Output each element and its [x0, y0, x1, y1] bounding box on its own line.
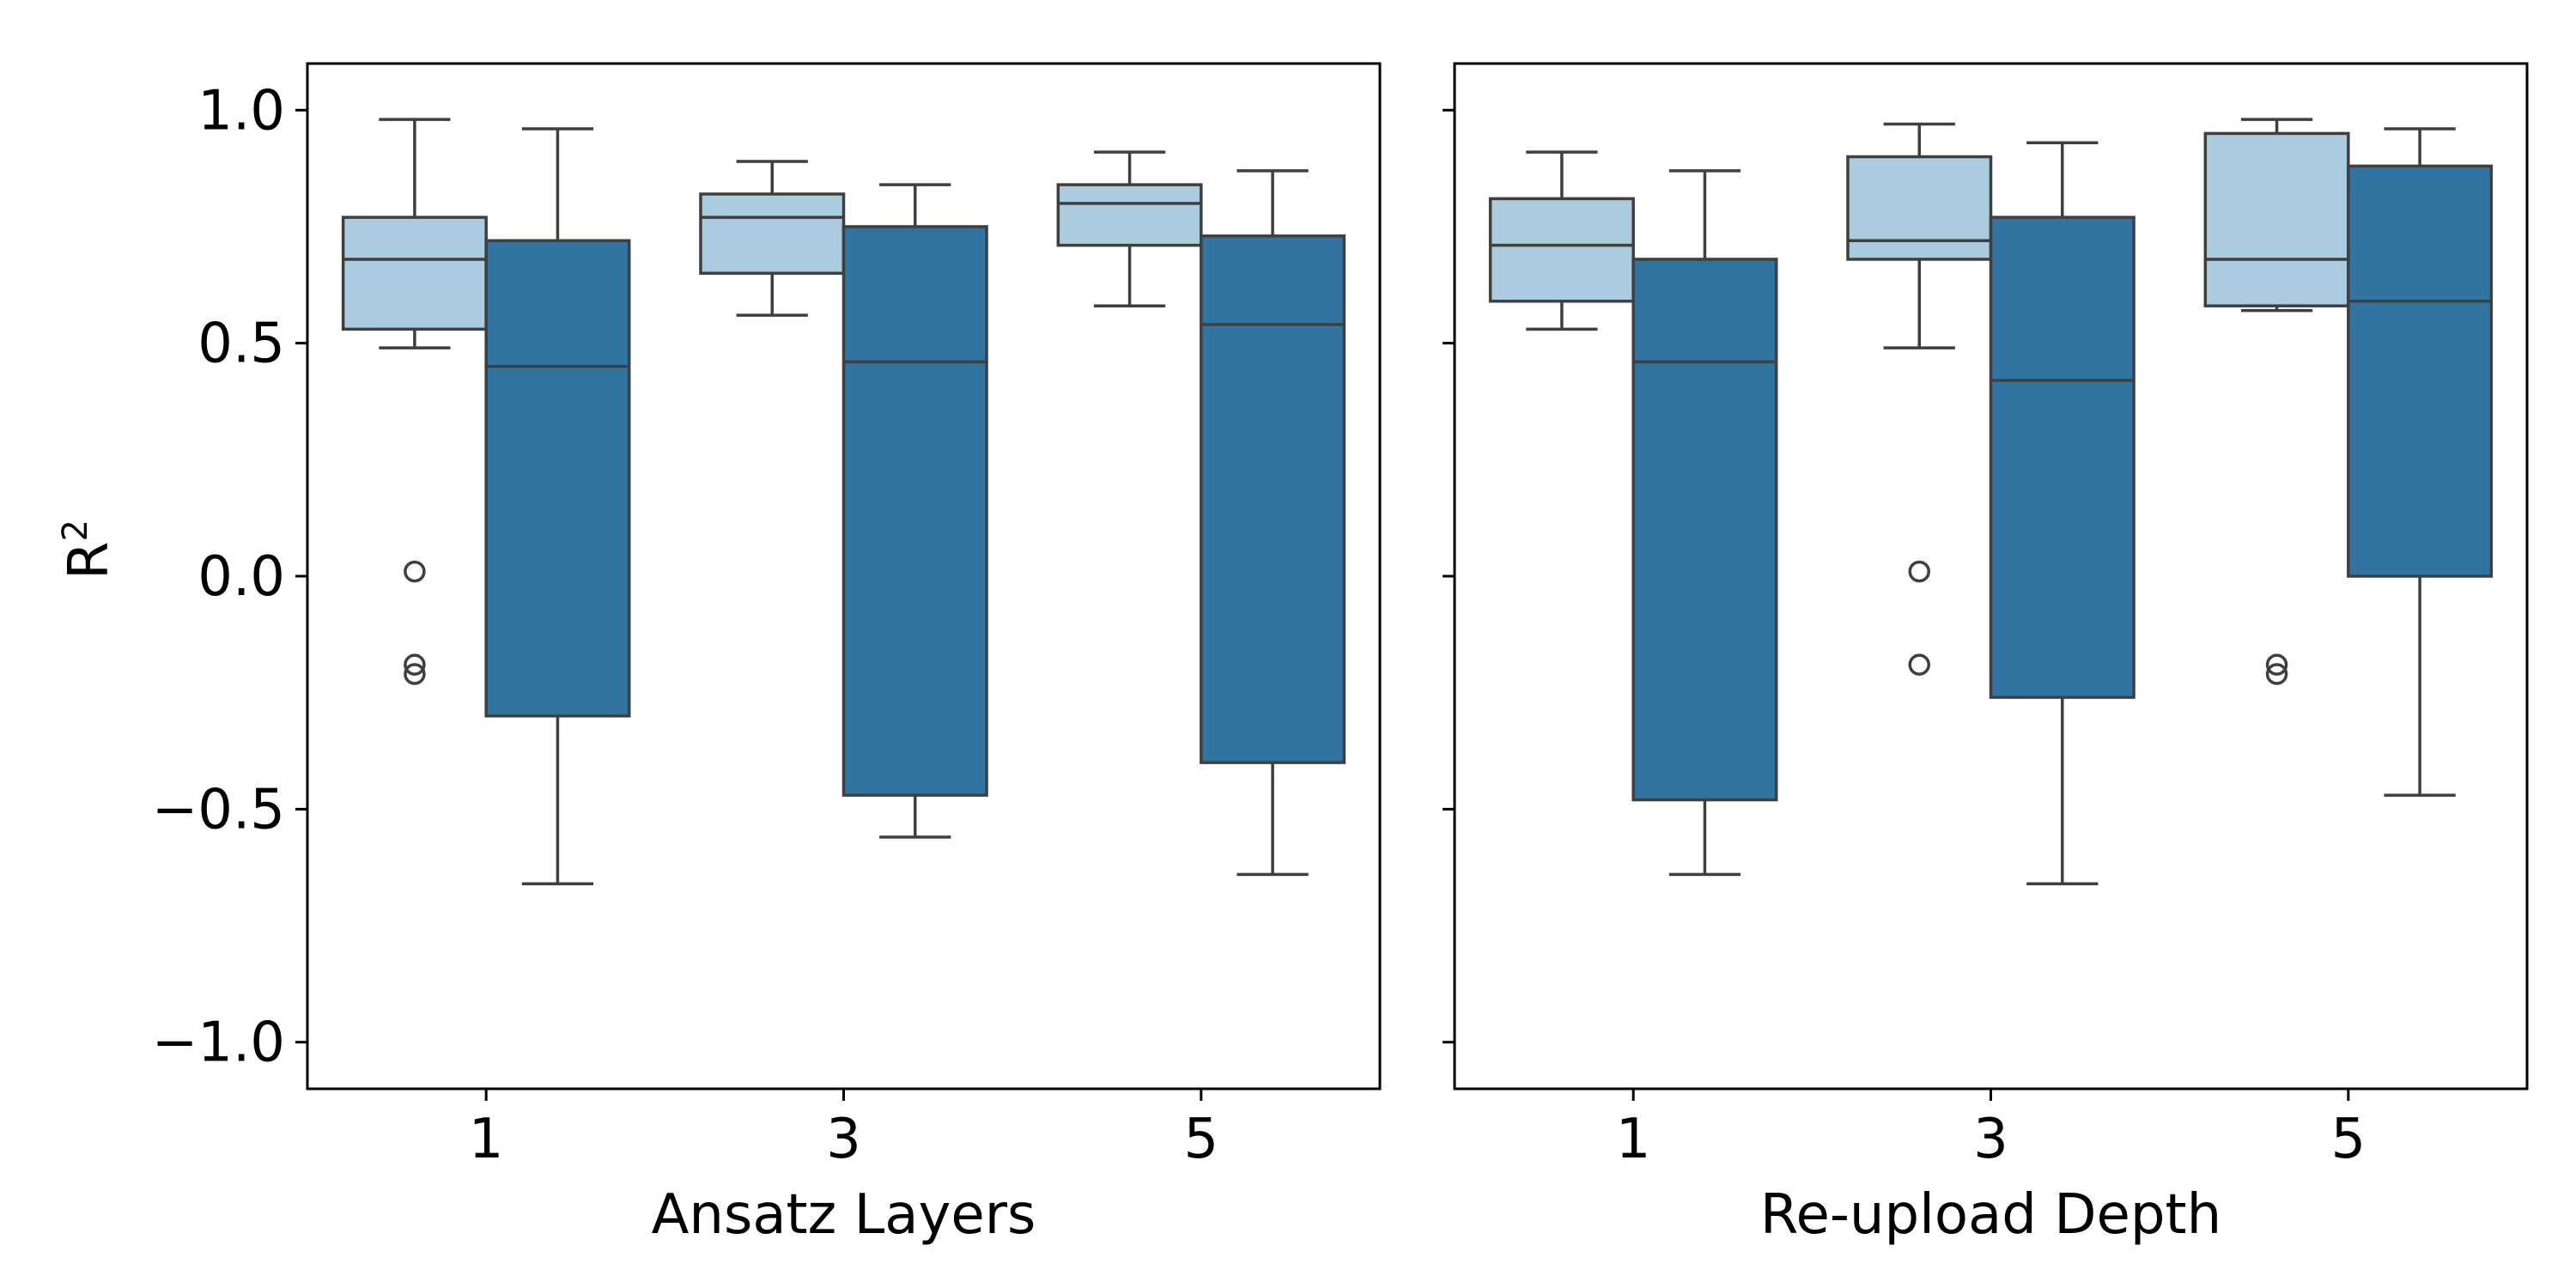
- x-tick-label: 1: [1616, 1108, 1651, 1171]
- box-body: [1200, 234, 1346, 764]
- box-1-series-1: [1488, 150, 1635, 331]
- box-3-series-2: [841, 183, 988, 839]
- box-body: [841, 225, 988, 797]
- outlier-point: [2265, 653, 2288, 676]
- box-body: [699, 192, 846, 275]
- outlier-point: [404, 653, 426, 676]
- box-body: [1631, 258, 1778, 802]
- box-3-series-1: [1846, 122, 1993, 676]
- x-tick-label: 3: [826, 1108, 861, 1171]
- x-axis-label: Re-upload Depth: [1760, 1183, 2221, 1247]
- panel-1: 1.0 0.5 0.0 −0.5 −1.0 1 3 5 Ansatz Layers: [152, 62, 1382, 1247]
- box-5-series-2: [2347, 127, 2494, 797]
- x-tick-label: 1: [469, 1108, 504, 1171]
- box-body: [2203, 131, 2350, 307]
- outlier-point: [1908, 560, 1930, 583]
- box-body: [1989, 216, 2136, 699]
- panel-2: 1 3 5 Re-upload Depth: [1443, 62, 2529, 1247]
- outlier-point: [2265, 663, 2288, 685]
- box-1-series-2: [1631, 169, 1778, 877]
- box-3-series-2: [1989, 141, 2136, 885]
- box-body: [1488, 197, 1635, 303]
- box-5-series-1: [2203, 118, 2350, 685]
- box-5-series-1: [1056, 150, 1203, 307]
- outlier-point: [1908, 653, 1930, 676]
- x-tick-label: 5: [1183, 1108, 1218, 1171]
- box-1-series-1: [341, 118, 488, 685]
- y-tick-label: −0.5: [152, 778, 285, 841]
- y-tick-label: −1.0: [152, 1012, 285, 1075]
- box-body: [1056, 183, 1203, 247]
- x-axis-label: Ansatz Layers: [652, 1183, 1036, 1247]
- y-axis-label: R2: [56, 519, 121, 580]
- box-body: [2347, 164, 2494, 578]
- y-tick-label: 1.0: [197, 79, 285, 143]
- outlier-point: [404, 663, 426, 685]
- y-tick-label: 0.5: [197, 313, 285, 376]
- box-body: [1846, 155, 1993, 261]
- x-tick-label: 5: [2330, 1108, 2366, 1171]
- box-3-series-1: [699, 160, 846, 317]
- x-tick-label: 3: [1973, 1108, 2008, 1171]
- box-5-series-2: [1200, 169, 1346, 877]
- outlier-point: [404, 560, 426, 583]
- panels: 1.0 0.5 0.0 −0.5 −1.0 1 3 5 Ansatz Layers 1 3 5 Re-u…: [152, 62, 2529, 1247]
- box-body: [484, 239, 631, 718]
- box-body: [341, 216, 488, 331]
- y-tick-label: 0.0: [197, 545, 285, 609]
- box-1-series-2: [484, 127, 631, 885]
